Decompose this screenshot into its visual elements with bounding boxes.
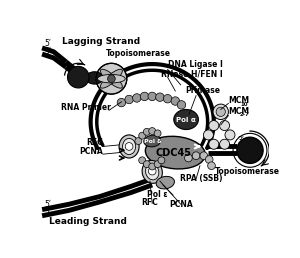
Text: MCM: MCM <box>228 96 250 105</box>
Ellipse shape <box>142 160 162 183</box>
Text: 5ʹ: 5ʹ <box>44 39 51 48</box>
Text: RNase H/FEN I: RNase H/FEN I <box>161 69 223 78</box>
Ellipse shape <box>98 75 125 83</box>
Text: 10: 10 <box>240 102 247 107</box>
Text: Pol α: Pol α <box>176 117 196 123</box>
Circle shape <box>139 132 146 139</box>
Circle shape <box>148 92 156 101</box>
Text: Topoisomerase: Topoisomerase <box>106 49 171 58</box>
Text: RFC: RFC <box>86 138 103 147</box>
Ellipse shape <box>100 69 122 88</box>
Circle shape <box>205 156 213 163</box>
Text: 2-7: 2-7 <box>240 112 250 117</box>
Ellipse shape <box>119 135 139 158</box>
Circle shape <box>156 93 164 101</box>
Text: RPA (SSB): RPA (SSB) <box>180 174 223 183</box>
Circle shape <box>140 92 149 101</box>
Ellipse shape <box>174 109 198 130</box>
Circle shape <box>184 154 192 162</box>
Circle shape <box>133 94 141 102</box>
Circle shape <box>216 107 225 116</box>
Circle shape <box>225 130 235 140</box>
Circle shape <box>171 97 179 105</box>
Circle shape <box>209 139 219 149</box>
Text: CDC45: CDC45 <box>155 148 191 158</box>
Text: DNA Ligase I: DNA Ligase I <box>168 60 223 69</box>
Circle shape <box>149 128 156 134</box>
Circle shape <box>192 152 200 159</box>
Circle shape <box>125 143 133 150</box>
Text: 5ʹ: 5ʹ <box>237 145 244 154</box>
Circle shape <box>149 163 156 170</box>
Text: Topoisomerase: Topoisomerase <box>215 167 280 176</box>
Circle shape <box>148 167 156 175</box>
Text: Lagging Strand: Lagging Strand <box>62 37 140 46</box>
Circle shape <box>213 104 228 119</box>
Text: 5ʹ: 5ʹ <box>44 199 51 208</box>
Circle shape <box>117 98 126 107</box>
Ellipse shape <box>86 72 103 84</box>
Circle shape <box>164 94 172 103</box>
Ellipse shape <box>156 176 175 189</box>
Text: 3ʹ: 3ʹ <box>237 136 244 145</box>
Text: PCNA: PCNA <box>79 147 103 156</box>
Circle shape <box>203 130 213 140</box>
Ellipse shape <box>100 69 122 88</box>
Circle shape <box>143 128 150 135</box>
Circle shape <box>208 162 215 170</box>
Circle shape <box>108 75 115 83</box>
Text: Leading Strand: Leading Strand <box>50 217 127 227</box>
Circle shape <box>68 66 89 88</box>
Circle shape <box>135 138 142 144</box>
Ellipse shape <box>123 138 136 155</box>
Text: MCM: MCM <box>228 107 250 116</box>
Circle shape <box>220 139 230 149</box>
Circle shape <box>139 157 146 164</box>
Ellipse shape <box>144 135 161 147</box>
Text: RNA Primer: RNA Primer <box>61 103 111 112</box>
Circle shape <box>209 120 219 131</box>
Circle shape <box>158 157 165 164</box>
Text: 3ʹ: 3ʹ <box>44 47 51 56</box>
Circle shape <box>237 137 263 163</box>
Circle shape <box>177 101 186 109</box>
Circle shape <box>154 161 161 168</box>
Ellipse shape <box>146 136 205 169</box>
Circle shape <box>200 152 208 159</box>
Circle shape <box>154 130 161 137</box>
Text: PCNA: PCNA <box>169 199 193 208</box>
Text: RFC: RFC <box>142 198 158 207</box>
Circle shape <box>220 120 230 131</box>
Text: Pol ε: Pol ε <box>147 190 168 198</box>
Circle shape <box>96 63 127 94</box>
Text: Primase: Primase <box>185 86 220 95</box>
Ellipse shape <box>146 164 159 180</box>
Circle shape <box>143 161 150 168</box>
Circle shape <box>125 95 133 104</box>
Text: 3ʹ: 3ʹ <box>44 207 51 216</box>
Text: Pol δ: Pol δ <box>143 139 161 143</box>
